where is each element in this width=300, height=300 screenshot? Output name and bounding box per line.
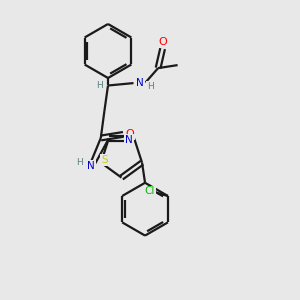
Text: H: H <box>96 81 103 90</box>
Text: N: N <box>125 135 133 145</box>
Text: H: H <box>76 158 83 167</box>
Text: O: O <box>159 37 168 47</box>
Text: Cl: Cl <box>145 187 155 196</box>
Text: H: H <box>147 82 153 91</box>
Text: S: S <box>101 155 108 165</box>
Text: N: N <box>136 77 144 88</box>
Text: O: O <box>125 129 134 139</box>
Text: N: N <box>87 161 95 171</box>
